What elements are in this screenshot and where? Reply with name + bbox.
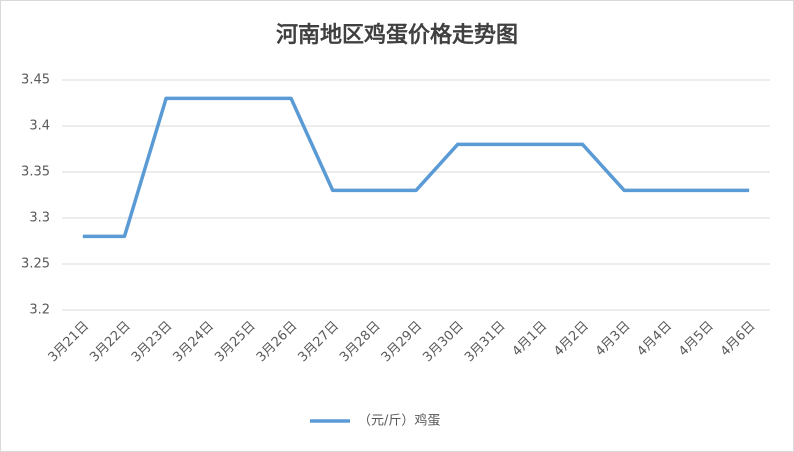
y-tick-label: 3.4 [29, 119, 50, 134]
y-tick-label: 3.35 [21, 165, 50, 180]
y-tick-label: 3.45 [21, 73, 50, 88]
series-line [82, 96, 750, 239]
y-tick-label: 3.25 [21, 257, 50, 272]
legend-label: （元/斤）鸡蛋 [358, 413, 440, 429]
y-tick-label: 3.3 [29, 211, 50, 226]
chart-title: 河南地区鸡蛋价格走势图 [276, 22, 518, 48]
y-tick-label: 3.2 [29, 303, 50, 318]
